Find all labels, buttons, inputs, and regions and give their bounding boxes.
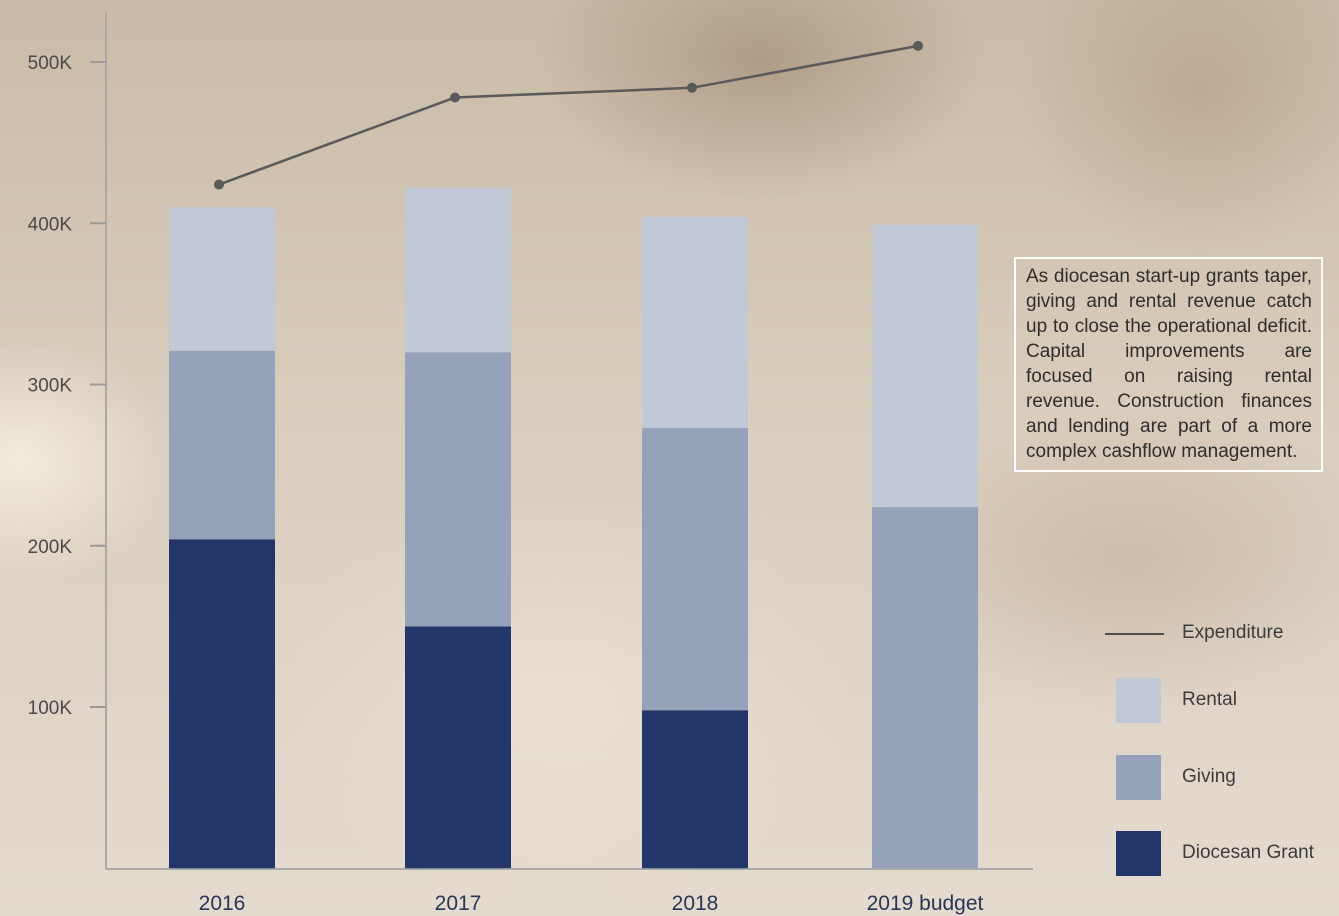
legend-item-expenditure: Expenditure [1100,611,1339,657]
legend-swatch-rental [1116,678,1161,723]
bar-giving [169,350,275,540]
bar-diocesan-grant [169,539,275,869]
y-tick-label: 500K [28,53,73,74]
x-tick-label: 2017 [435,892,482,915]
expenditure-point [450,92,460,103]
legend-item-giving: Giving [1100,755,1339,801]
x-tick-label: 2018 [672,892,719,915]
expenditure-point [214,179,224,190]
x-tick-label: 2019 budget [867,892,984,915]
bar-rental [169,207,275,351]
y-tick-label: 100K [28,698,73,719]
legend-label-diocesan-grant: Diocesan Grant [1182,842,1315,863]
legend-label-expenditure: Expenditure [1182,622,1284,643]
y-tick-label: 400K [28,214,73,235]
legend-label-giving: Giving [1182,766,1236,787]
bar-giving [872,507,978,869]
bar-rental [872,224,978,508]
legend-label-rental: Rental [1182,689,1237,710]
bar-rental [405,187,511,353]
y-tick-label: 200K [28,537,73,558]
expenditure-point [687,82,697,93]
legend-item-rental: Rental [1100,678,1339,724]
legend-swatch-giving [1116,755,1161,800]
bar-giving [405,352,511,627]
bar-diocesan-grant [642,710,748,869]
legend-swatch-diocesan-grant [1116,831,1161,876]
annotation-text: As diocesan start-up grants taper, givin… [1014,257,1323,472]
bar-diocesan-grant [405,626,511,869]
y-tick-label: 300K [28,376,73,397]
x-tick-label: 2016 [199,892,246,915]
expenditure-point [913,40,923,51]
expenditure-line [218,44,919,186]
legend-line-expenditure [1105,633,1164,635]
legend-item-diocesan-grant: Diocesan Grant [1100,831,1339,877]
bar-giving [642,428,748,711]
bar-rental [642,216,748,429]
